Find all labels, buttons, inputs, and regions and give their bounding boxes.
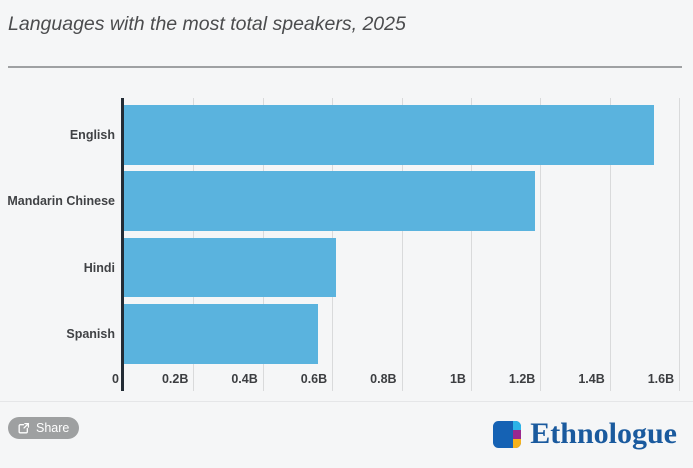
bar-english[interactable]	[124, 104, 655, 165]
x-tick-label-1B: 1B	[449, 372, 466, 386]
share-icon	[18, 422, 30, 433]
category-label-english: English	[69, 127, 115, 142]
category-label-hindi: Hindi	[83, 260, 115, 275]
bar-mandarin-chinese[interactable]	[124, 171, 535, 231]
category-label-spanish: Spanish	[66, 326, 115, 341]
x-tick-label-0.6B: 0.6B	[300, 372, 328, 386]
bar-spanish[interactable]	[124, 304, 318, 364]
share-button[interactable]: Share	[8, 417, 80, 439]
x-gridline-0.8B	[401, 98, 403, 391]
x-tick-label-0.4B: 0.4B	[231, 372, 258, 386]
category-label-mandarin-chinese: Mandarin Chinese	[7, 194, 115, 209]
x-tick-label-1.6B: 1.6B	[647, 372, 675, 386]
footer-divider	[0, 401, 693, 402]
x-tick-label-0.8B: 0.8B	[370, 372, 397, 386]
x-tick-label-1.2B: 1.2B	[508, 372, 536, 386]
x-gridline-1.2B	[539, 98, 541, 391]
ethnologue-wordmark: Ethnologue	[530, 417, 677, 450]
title-divider	[8, 66, 682, 68]
share-button-label: Share	[36, 421, 70, 435]
x-tick-label-0.2B: 0.2B	[161, 372, 189, 386]
bar-hindi[interactable]	[124, 237, 336, 298]
ethnologue-logo[interactable]: Ethnologue	[493, 417, 677, 450]
x-gridline-1.4B	[609, 98, 611, 391]
chart-title: Languages with the most total speakers, …	[8, 13, 406, 35]
x-tick-label-1.4B: 1.4B	[578, 372, 605, 386]
x-gridline-1B	[470, 98, 472, 391]
ethnologue-logo-icon	[493, 421, 522, 448]
x-gridline-1.6B	[678, 98, 680, 391]
y-axis-line	[121, 98, 124, 391]
x-tick-label-0: 0	[112, 372, 119, 386]
